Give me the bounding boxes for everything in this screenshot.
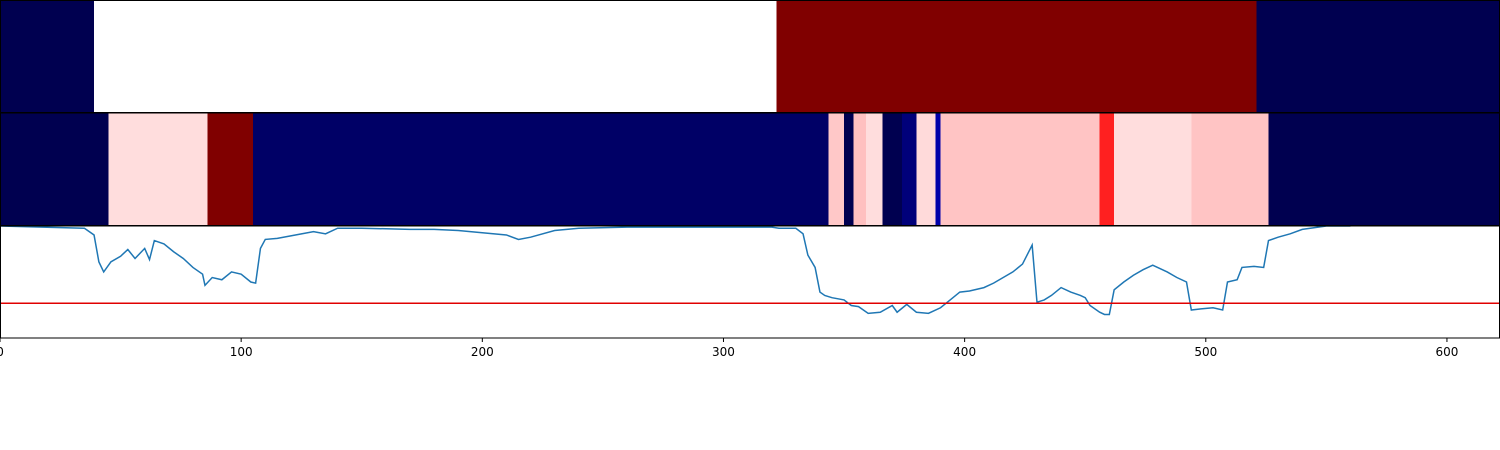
strip-segment [207,113,254,226]
strip-segment [882,113,902,226]
strip-segment [865,113,883,226]
strip-segment [1114,113,1192,226]
strip-segment [1268,113,1500,226]
strip-segment [0,113,109,226]
strip-segment [253,113,829,226]
x-tick-label: 200 [471,345,494,359]
x-tick-label: 300 [712,345,735,359]
strip-segment [916,113,936,226]
strip-segment [776,0,1257,113]
x-tick-label: 0 [0,345,4,359]
x-tick-label: 100 [230,345,253,359]
strip-segment [940,113,1100,226]
strip-segment [828,113,845,226]
strip-segment [853,113,866,226]
strip-segment [1191,113,1269,226]
strip-segment [0,0,95,113]
x-tick-label: 600 [1435,345,1458,359]
strip-segment [1099,113,1115,226]
strip-segment [901,113,917,226]
strip-segment [844,113,854,226]
x-tick-label: 400 [953,345,976,359]
strip-segment [935,113,941,226]
x-tick-label: 500 [1194,345,1217,359]
strip-segment [108,113,208,226]
data-line [0,226,1351,316]
strip-segment [1256,0,1500,113]
panel-frame [0,225,1500,339]
strip-segment [94,0,777,113]
